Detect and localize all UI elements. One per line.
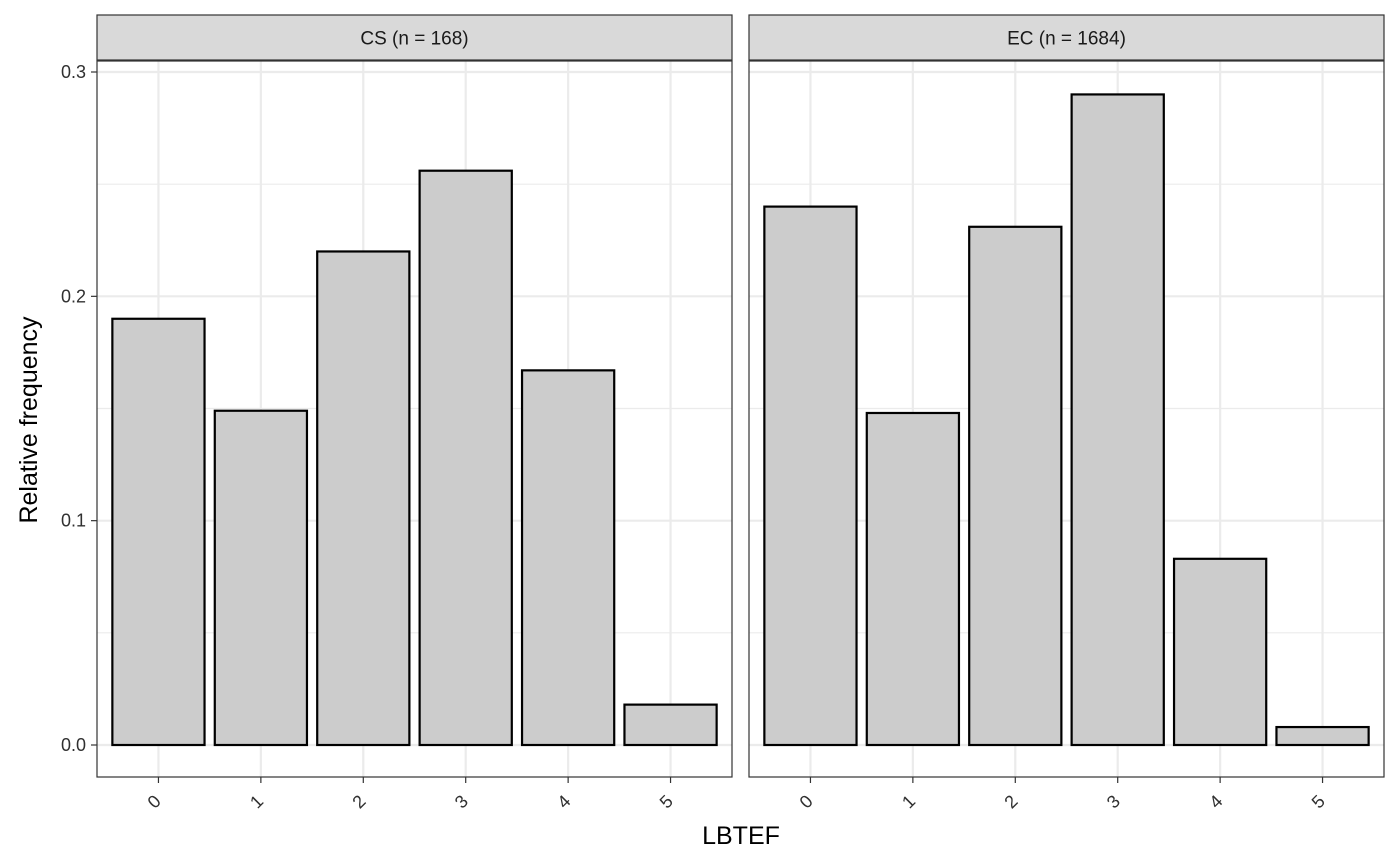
x-tick-label: 1 — [898, 791, 919, 812]
y-axis: 0.0 0.1 0.2 0.3 — [61, 62, 97, 755]
facet-strip — [748, 14, 1385, 61]
bar-1 — [865, 411, 961, 747]
panel-cs: CS (n = 168) 0 1 2 3 4 5 — [96, 14, 733, 812]
x-tick-label: 4 — [553, 791, 574, 812]
y-axis-title: Relative frequency — [15, 316, 43, 524]
bar-0 — [111, 317, 206, 747]
bar-3 — [418, 169, 513, 747]
bar-3 — [1070, 93, 1165, 747]
x-tick-label: 4 — [1205, 791, 1226, 812]
panel-ec: EC (n = 1684) 0 1 2 3 4 5 — [748, 14, 1385, 812]
x-tick-label: 5 — [1308, 791, 1329, 812]
facet-strip-label: CS (n = 168) — [360, 29, 468, 50]
bar-4 — [520, 369, 616, 747]
bar-4 — [1172, 557, 1268, 747]
bar-2 — [968, 225, 1063, 747]
panels-layer: CS (n = 168) 0 1 2 3 4 5 EC (n = 1684) 0 1 2 3 4 5 — [96, 14, 1385, 812]
bar-1 — [213, 409, 309, 747]
facet-strip-label: EC (n = 1684) — [1007, 29, 1126, 50]
panel-border — [748, 60, 1385, 778]
x-tick-label: 3 — [451, 791, 472, 812]
x-tick-label: 5 — [656, 791, 677, 812]
y-tick-label: 0.2 — [61, 286, 86, 306]
y-tick-label: 0.3 — [61, 62, 86, 82]
y-tick-label: 0.0 — [61, 735, 86, 755]
y-tick-label: 0.1 — [61, 511, 86, 531]
facet-strip — [96, 14, 733, 61]
bar-2 — [316, 250, 411, 747]
x-tick-label: 2 — [1000, 791, 1021, 812]
x-tick-label: 1 — [246, 791, 267, 812]
x-tick-label: 0 — [144, 791, 165, 812]
x-tick-label: 3 — [1103, 791, 1124, 812]
bar-5 — [1275, 725, 1370, 747]
x-tick-label: 0 — [796, 791, 817, 812]
panel-border — [96, 60, 733, 778]
x-tick-label: 2 — [348, 791, 369, 812]
x-axis-title: LBTEF — [702, 822, 780, 850]
bar-0 — [763, 205, 858, 747]
bar-5 — [623, 703, 718, 747]
